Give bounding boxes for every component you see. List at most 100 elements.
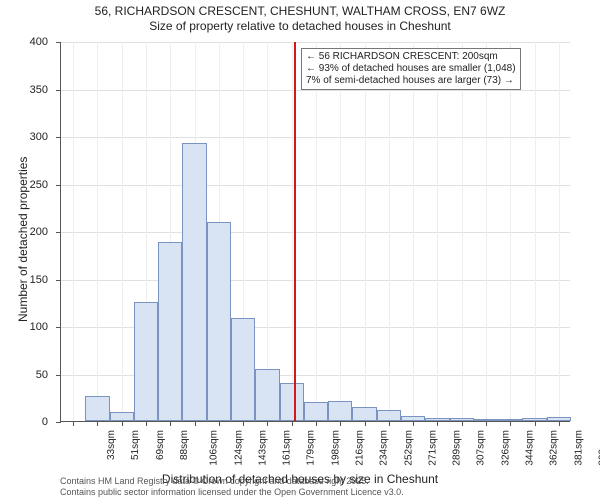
footer-line1: Contains HM Land Registry data © Crown c… — [60, 476, 404, 487]
ytick-label: 100 — [6, 321, 48, 333]
ytick-label: 50 — [6, 369, 48, 381]
annotation-line3: 7% of semi-detached houses are larger (7… — [306, 75, 516, 87]
ytick-mark — [56, 327, 61, 328]
xtick-mark — [73, 421, 74, 426]
ytick-label: 250 — [6, 179, 48, 191]
histogram-bar — [207, 222, 231, 422]
histogram-bar — [498, 419, 522, 421]
ytick-mark — [56, 232, 61, 233]
histogram-bar — [231, 318, 255, 421]
gridline-v — [510, 42, 511, 421]
xtick-label: 179sqm — [306, 430, 317, 466]
footer-line2: Contains public sector information licen… — [60, 487, 404, 498]
histogram-bar — [85, 396, 109, 421]
annotation-line2: ← 93% of detached houses are smaller (1,… — [306, 63, 516, 75]
gridline-v — [559, 42, 560, 421]
xtick-mark — [535, 421, 536, 426]
gridline-v — [462, 42, 463, 421]
ytick-label: 300 — [6, 131, 48, 143]
gridline-v — [73, 42, 74, 421]
xtick-label: 362sqm — [549, 430, 560, 466]
histogram-bar — [304, 402, 328, 421]
chart-container: 56, RICHARDSON CRESCENT, CHESHUNT, WALTH… — [0, 0, 600, 500]
xtick-label: 33sqm — [106, 430, 117, 460]
ytick-mark — [56, 185, 61, 186]
histogram-bar — [425, 418, 449, 421]
chart-title-line2: Size of property relative to detached ho… — [0, 19, 600, 34]
xtick-label: 271sqm — [427, 430, 438, 466]
annotation-line1: ← 56 RICHARDSON CRESCENT: 200sqm — [306, 51, 516, 63]
xtick-label: 216sqm — [355, 430, 366, 466]
gridline-v — [486, 42, 487, 421]
histogram-bar — [255, 369, 279, 421]
xtick-label: 143sqm — [257, 430, 268, 466]
xtick-mark — [389, 421, 390, 426]
ytick-mark — [56, 42, 61, 43]
ytick-label: 400 — [6, 36, 48, 48]
gridline-v — [535, 42, 536, 421]
gridline-v — [340, 42, 341, 421]
xtick-mark — [195, 421, 196, 426]
xtick-mark — [122, 421, 123, 426]
gridline-v — [413, 42, 414, 421]
xtick-label: 69sqm — [155, 430, 166, 460]
footer-attribution: Contains HM Land Registry data © Crown c… — [60, 476, 404, 498]
xtick-mark — [437, 421, 438, 426]
xtick-label: 326sqm — [500, 430, 511, 466]
gridline-v — [292, 42, 293, 421]
gridline-v — [389, 42, 390, 421]
xtick-label: 344sqm — [525, 430, 536, 466]
xtick-label: 307sqm — [476, 430, 487, 466]
xtick-label: 161sqm — [282, 430, 293, 466]
histogram-bar — [182, 143, 206, 421]
ytick-label: 0 — [6, 416, 48, 428]
xtick-mark — [340, 421, 341, 426]
xtick-mark — [510, 421, 511, 426]
chart-title-block: 56, RICHARDSON CRESCENT, CHESHUNT, WALTH… — [0, 4, 600, 34]
histogram-bar — [522, 418, 546, 421]
xtick-mark — [316, 421, 317, 426]
xtick-label: 252sqm — [403, 430, 414, 466]
plot-area: ← 56 RICHARDSON CRESCENT: 200sqm ← 93% o… — [60, 42, 570, 422]
ytick-mark — [56, 280, 61, 281]
histogram-bar — [401, 416, 425, 421]
histogram-bar — [158, 242, 182, 421]
xtick-label: 51sqm — [130, 430, 141, 460]
xtick-mark — [267, 421, 268, 426]
ytick-label: 150 — [6, 274, 48, 286]
histogram-bar — [377, 410, 401, 421]
ytick-mark — [56, 137, 61, 138]
histogram-bar — [547, 417, 571, 421]
xtick-mark — [559, 421, 560, 426]
histogram-bar — [280, 383, 304, 421]
xtick-label: 234sqm — [379, 430, 390, 466]
xtick-mark — [97, 421, 98, 426]
ytick-label: 200 — [6, 226, 48, 238]
xtick-mark — [365, 421, 366, 426]
histogram-bar — [474, 419, 498, 421]
xtick-mark — [243, 421, 244, 426]
histogram-bar — [328, 401, 352, 421]
gridline-v — [437, 42, 438, 421]
ytick-mark — [56, 422, 61, 423]
annotation-box: ← 56 RICHARDSON CRESCENT: 200sqm ← 93% o… — [301, 48, 521, 90]
xtick-label: 124sqm — [233, 430, 244, 466]
xtick-mark — [486, 421, 487, 426]
xtick-mark — [462, 421, 463, 426]
xtick-label: 289sqm — [452, 430, 463, 466]
xtick-label: 88sqm — [179, 430, 190, 460]
gridline-v — [267, 42, 268, 421]
histogram-bar — [352, 407, 376, 421]
ytick-mark — [56, 375, 61, 376]
gridline-v — [122, 42, 123, 421]
xtick-label: 198sqm — [330, 430, 341, 466]
gridline-v — [97, 42, 98, 421]
ytick-label: 350 — [6, 84, 48, 96]
xtick-mark — [292, 421, 293, 426]
reference-line — [294, 42, 296, 421]
xtick-mark — [413, 421, 414, 426]
xtick-mark — [146, 421, 147, 426]
gridline-v — [316, 42, 317, 421]
xtick-label: 106sqm — [209, 430, 220, 466]
chart-title-line1: 56, RICHARDSON CRESCENT, CHESHUNT, WALTH… — [0, 4, 600, 19]
